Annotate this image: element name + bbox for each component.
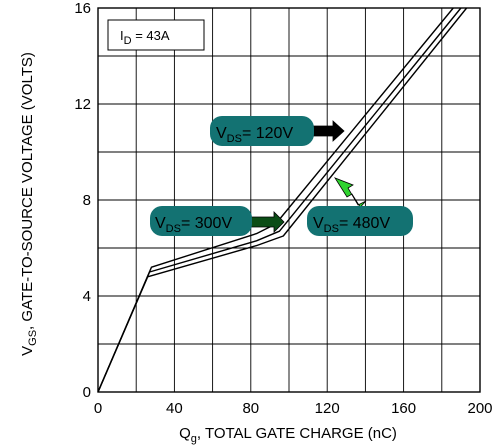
x-tick-label: 120 xyxy=(315,400,340,417)
x-tick-label: 80 xyxy=(242,400,259,417)
y-tick-label: 0 xyxy=(83,384,91,401)
grid-lines xyxy=(98,8,480,392)
y-tick-label: 4 xyxy=(83,288,91,305)
x-tick-label: 200 xyxy=(467,400,492,417)
callout-arrow-120 xyxy=(311,120,345,142)
callout-arrow-480 xyxy=(334,177,367,215)
callout-label-120: VDS= 120V xyxy=(216,125,293,145)
x-tick-labels: 0 40 80 120 160 200 xyxy=(94,400,493,417)
annotation-text: ID = 43A xyxy=(120,28,170,47)
y-tick-labels: 0 4 8 12 16 xyxy=(74,0,91,401)
callout-box-300 xyxy=(150,206,252,236)
callout-vds-300: VDS= 300V xyxy=(150,206,285,236)
callout-vds-480: VDS= 480V xyxy=(307,177,413,236)
y-tick-label: 16 xyxy=(74,0,91,17)
annotation-box xyxy=(107,19,205,51)
current-annotation: ID = 43A xyxy=(107,19,205,51)
callout-label-300: VDS= 300V xyxy=(155,215,232,235)
y-axis-label: VGS, GATE-TO-SOURCE VOLTAGE (VOLTS) xyxy=(19,52,39,356)
x-tick-label: 40 xyxy=(166,400,183,417)
series-line-3 xyxy=(97,7,468,393)
series-lines xyxy=(97,7,468,393)
callout-box-120 xyxy=(210,116,314,146)
callout-label-480: VDS= 480V xyxy=(313,215,390,235)
y-tick-label: 12 xyxy=(74,96,91,113)
x-axis-label: Qg, TOTAL GATE CHARGE (nC) xyxy=(179,425,397,445)
plot-frame xyxy=(97,7,481,393)
x-tick-label: 0 xyxy=(94,400,102,417)
callout-vds-120: VDS= 120V xyxy=(210,116,345,146)
y-tick-label: 8 xyxy=(83,192,91,209)
x-tick-label: 160 xyxy=(391,400,416,417)
callout-box-480 xyxy=(307,206,413,236)
